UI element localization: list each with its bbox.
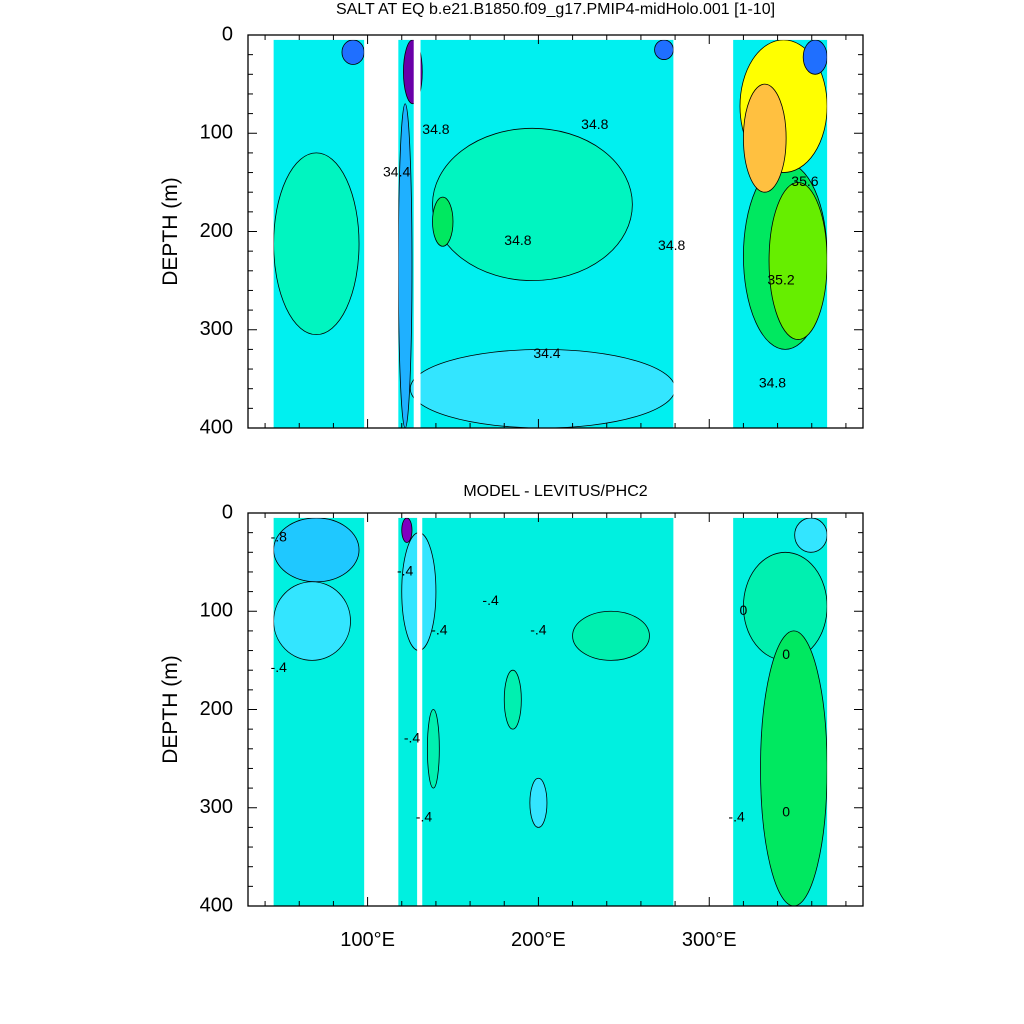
contour-region — [768, 181, 828, 340]
chart-title: SALT AT EQ b.e21.B1850.f09_g17.PMIP4-mid… — [336, 1, 775, 18]
contour-label: -.4 — [397, 563, 414, 579]
contour-label: 34.4 — [383, 163, 410, 179]
contour-region — [432, 127, 633, 282]
land-mask — [364, 35, 399, 428]
contour-region — [341, 39, 365, 65]
y-tick-label: 300 — [200, 796, 233, 818]
contour-label: 34.8 — [759, 374, 786, 390]
contour-region — [802, 39, 828, 75]
contour-label: 34.8 — [658, 237, 685, 253]
x-tick-label: 100°E — [340, 929, 395, 951]
land-mask — [417, 513, 423, 906]
contour-label: -.4 — [728, 808, 745, 824]
contour-label: -.4 — [431, 622, 448, 638]
land-mask — [673, 513, 734, 906]
y-axis-label: DEPTH (m) — [159, 177, 182, 286]
contour-label: -.4 — [530, 622, 547, 638]
contour-region — [794, 517, 828, 553]
contour-label: 34.8 — [504, 232, 531, 248]
contour-region — [529, 777, 548, 828]
y-tick-label: 400 — [200, 416, 233, 438]
contour-region — [654, 39, 674, 60]
contour-region — [426, 709, 440, 789]
land-mask — [413, 35, 421, 428]
contour-label: 0 — [740, 602, 748, 618]
contour-label: 0 — [782, 803, 790, 819]
contour-region — [432, 196, 454, 247]
contour-label: 34.4 — [533, 345, 560, 361]
contour-region — [760, 630, 828, 907]
x-tick-label: 200°E — [511, 929, 566, 951]
y-tick-label: 200 — [200, 220, 233, 242]
contour-region — [397, 103, 413, 429]
y-axis-label: DEPTH (m) — [159, 655, 182, 764]
contour-region — [503, 669, 522, 730]
contour-region — [401, 517, 413, 543]
land-mask — [364, 513, 399, 906]
contour-region — [743, 83, 787, 193]
contour-region — [572, 610, 650, 661]
salinity-section-panel: 34.8 34.8 34.4 34.8 34.8 35.6 35.2 34.4 34.8 0 100… — [159, 1, 864, 438]
contour-label: 35.6 — [791, 173, 818, 189]
surface-gap — [248, 513, 863, 518]
contour-region — [273, 581, 351, 661]
contour-region — [409, 349, 676, 429]
contour-label: 34.8 — [422, 121, 449, 137]
y-tick-label: 200 — [200, 698, 233, 720]
land-mask — [673, 35, 734, 428]
contour-label: 0 — [782, 646, 790, 662]
contour-label: 35.2 — [767, 271, 794, 287]
contour-label: -.4 — [271, 659, 288, 675]
salinity-difference-panel: -.8 -.4 -.4 -.4 -.4 -.4 -.4 -.4 0 0 0 -.4 0 100 200 300… — [159, 483, 864, 951]
contour-label: -.4 — [404, 730, 421, 746]
contour-label: -.4 — [482, 592, 499, 608]
contour-label: 34.8 — [581, 116, 608, 132]
surface-gap — [248, 35, 863, 40]
y-tick-label: 100 — [200, 122, 233, 144]
contour-label: -.8 — [271, 528, 288, 544]
contour-label: -.4 — [416, 808, 433, 824]
y-tick-label: 300 — [200, 318, 233, 340]
y-tick-label: 0 — [222, 501, 233, 523]
y-tick-label: 0 — [222, 23, 233, 45]
y-tick-label: 400 — [200, 894, 233, 916]
x-tick-label: 300°E — [682, 929, 737, 951]
contour-region — [273, 152, 360, 336]
y-tick-label: 100 — [200, 600, 233, 622]
chart-title: MODEL - LEVITUS/PHC2 — [463, 483, 647, 500]
